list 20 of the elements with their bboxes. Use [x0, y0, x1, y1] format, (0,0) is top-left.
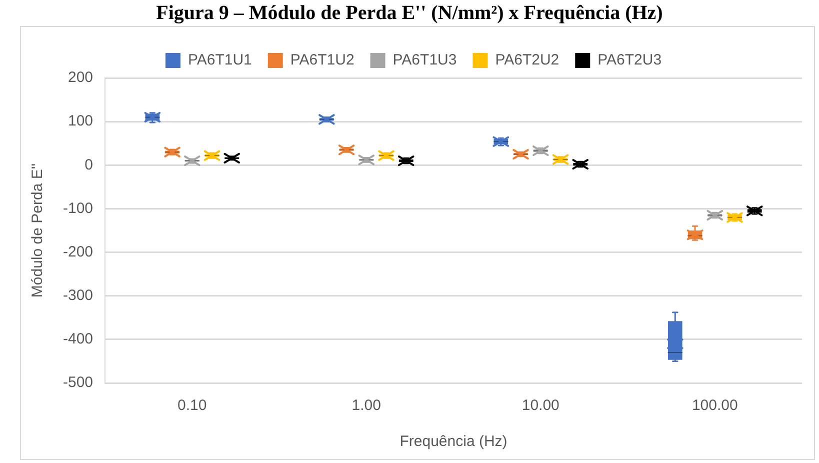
- x-tick-label: 10.00: [522, 397, 560, 414]
- y-tick-label: 0: [84, 156, 94, 174]
- y-axis-title: Módulo de Perda E'': [29, 163, 46, 298]
- y-tick-label: -300: [62, 287, 94, 304]
- x-tick-label: 1.00: [352, 397, 381, 414]
- y-tick-label: 200: [68, 69, 94, 86]
- legend-label: PA6T1U1: [188, 52, 252, 69]
- chart-title: Figura 9 – Módulo de Perda E'' (N/mm²) x Frequência (Hz): [155, 1, 664, 26]
- x-tick-label: 100.00: [692, 397, 738, 414]
- y-tick-label: -500: [62, 374, 94, 392]
- x-tick-label: 0.10: [178, 397, 207, 414]
- legend-label: PA6T1U3: [392, 52, 457, 69]
- legend-label: PA6T2U2: [495, 52, 560, 69]
- y-tick-label: -100: [62, 200, 94, 217]
- y-tick-label: -400: [62, 330, 94, 348]
- legend-label: PA6T1U2: [290, 52, 354, 69]
- x-axis-title: Frequência (Hz): [400, 433, 508, 450]
- legend-label: PA6T2U3: [598, 52, 662, 69]
- y-tick-label: -200: [62, 243, 94, 260]
- y-tick-label: 100: [68, 112, 94, 130]
